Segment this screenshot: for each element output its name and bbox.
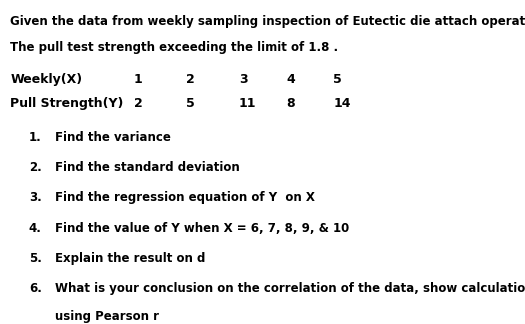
Text: 2: 2	[134, 97, 143, 110]
Text: 3.: 3.	[29, 191, 41, 204]
Text: Find the value of Y when X = 6, 7, 8, 9, & 10: Find the value of Y when X = 6, 7, 8, 9,…	[55, 222, 349, 235]
Text: Weekly(X): Weekly(X)	[10, 73, 82, 86]
Text: Find the standard deviation: Find the standard deviation	[55, 161, 240, 174]
Text: 5.: 5.	[29, 252, 42, 265]
Text: Pull Strength(Y): Pull Strength(Y)	[10, 97, 124, 110]
Text: Given the data from weekly sampling inspection of Eutectic die attach operation,: Given the data from weekly sampling insp…	[10, 15, 525, 28]
Text: 1: 1	[134, 73, 143, 86]
Text: 3: 3	[239, 73, 247, 86]
Text: What is your conclusion on the correlation of the data, show calculation: What is your conclusion on the correlati…	[55, 282, 525, 295]
Text: Explain the result on d: Explain the result on d	[55, 252, 205, 265]
Text: Find the variance: Find the variance	[55, 131, 171, 144]
Text: Find the regression equation of Y  on X: Find the regression equation of Y on X	[55, 191, 315, 204]
Text: 14: 14	[333, 97, 351, 110]
Text: 5: 5	[186, 97, 195, 110]
Text: 1.: 1.	[29, 131, 41, 144]
Text: The pull test strength exceeding the limit of 1.8 .: The pull test strength exceeding the lim…	[10, 40, 339, 53]
Text: 2.: 2.	[29, 161, 41, 174]
Text: 2: 2	[186, 73, 195, 86]
Text: using Pearson r: using Pearson r	[55, 310, 159, 323]
Text: 6.: 6.	[29, 282, 42, 295]
Text: 5: 5	[333, 73, 342, 86]
Text: 8: 8	[286, 97, 295, 110]
Text: 4: 4	[286, 73, 295, 86]
Text: 4.: 4.	[29, 222, 42, 235]
Text: 11: 11	[239, 97, 256, 110]
